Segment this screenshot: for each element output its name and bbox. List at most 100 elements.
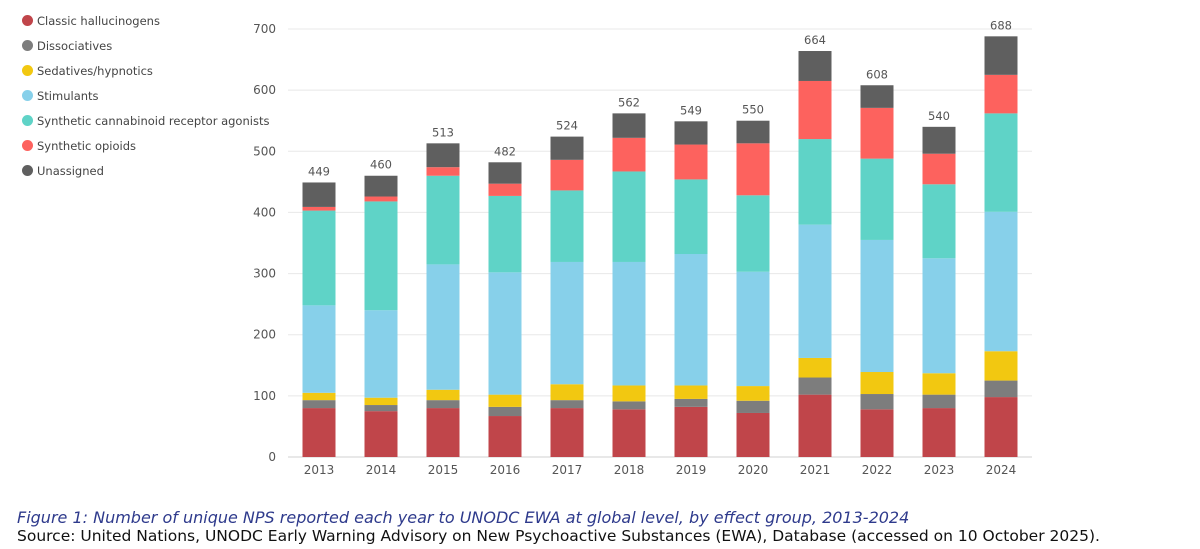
bar-segment-2024-dissociatives [984, 380, 1018, 398]
bar-segment-2019-unassigned [674, 121, 708, 145]
total-label-2013: 449 [308, 164, 330, 178]
bar-segment-2021-unassigned [798, 51, 832, 81]
legend-item: Stimulants [22, 83, 269, 108]
legend-item: Dissociatives [22, 33, 269, 58]
legend-label: Classic hallucinogens [37, 13, 160, 28]
bar-segment-2017-classic-hallucinogens [550, 408, 584, 457]
bar-segment-2021-synthetic-opioids [798, 80, 832, 140]
bar-segment-2020-synthetic-cannabinoid-receptor-agonists [736, 195, 770, 272]
bar-segment-2014-sedatives-hypnotics [364, 397, 398, 406]
bar-segment-2021-dissociatives [798, 377, 832, 395]
bar-segment-2022-stimulants [860, 239, 894, 373]
bar-segment-2023-dissociatives [922, 394, 956, 409]
bar-segment-2019-sedatives-hypnotics [674, 385, 708, 399]
bar-segment-2013-classic-hallucinogens [302, 408, 336, 457]
x-tick-label-2016: 2016 [490, 463, 521, 477]
bar-segment-2022-sedatives-hypnotics [860, 372, 894, 395]
bar-segment-2013-synthetic-cannabinoid-receptor-agonists [302, 210, 336, 306]
chart-legend: Classic hallucinogens Dissociatives Sedati… [22, 8, 269, 183]
bar-segment-2013-stimulants [302, 305, 336, 393]
bar-segment-2015-classic-hallucinogens [426, 408, 460, 457]
bar-segment-2016-sedatives-hypnotics [488, 394, 522, 407]
total-label-2015: 513 [432, 125, 454, 139]
bar-segment-2018-synthetic-opioids [612, 137, 646, 172]
x-tick-label-2018: 2018 [614, 463, 645, 477]
legend-swatch [22, 115, 33, 126]
bar-segment-2013-unassigned [302, 182, 336, 207]
bar-segment-2019-classic-hallucinogens [674, 406, 708, 457]
bar-segment-2014-synthetic-cannabinoid-receptor-agonists [364, 201, 398, 311]
legend-item: Classic hallucinogens [22, 8, 269, 33]
bar-segment-2023-stimulants [922, 258, 956, 374]
x-tick-label-2024: 2024 [986, 463, 1017, 477]
bar-segment-2015-stimulants [426, 264, 460, 390]
total-label-2023: 540 [928, 109, 950, 123]
bar-segment-2017-synthetic-opioids [550, 159, 584, 191]
source-note: Source: United Nations, UNODC Early Warn… [17, 527, 1100, 545]
total-label-2022: 608 [866, 67, 888, 81]
x-tick-label-2013: 2013 [304, 463, 335, 477]
bar-segment-2014-stimulants [364, 310, 398, 398]
bar-segment-2019-synthetic-opioids [674, 144, 708, 180]
bar-segment-2023-classic-hallucinogens [922, 408, 956, 457]
y-tick-label-500: 500 [253, 144, 276, 158]
bar-segment-2014-classic-hallucinogens [364, 411, 398, 457]
bar-segment-2018-stimulants [612, 261, 646, 386]
bar-segment-2022-classic-hallucinogens [860, 409, 894, 457]
bar-segment-2023-sedatives-hypnotics [922, 373, 956, 395]
bar-segment-2024-classic-hallucinogens [984, 397, 1018, 457]
bar-segment-2016-stimulants [488, 272, 522, 395]
bar-segment-2015-synthetic-cannabinoid-receptor-agonists [426, 175, 460, 265]
bar-segment-2018-classic-hallucinogens [612, 409, 646, 457]
x-tick-label-2023: 2023 [924, 463, 955, 477]
x-tick-label-2022: 2022 [862, 463, 893, 477]
y-tick-label-0: 0 [268, 450, 276, 464]
bar-segment-2013-dissociatives [302, 400, 336, 409]
bar-segment-2020-synthetic-opioids [736, 143, 770, 196]
legend-label: Synthetic cannabinoid receptor agonists [37, 113, 270, 128]
x-tick-label-2021: 2021 [800, 463, 831, 477]
bar-segment-2017-sedatives-hypnotics [550, 384, 584, 401]
legend-swatch [22, 165, 33, 176]
x-tick-label-2014: 2014 [366, 463, 397, 477]
bar-segment-2019-stimulants [674, 254, 708, 386]
total-label-2024: 688 [990, 18, 1012, 32]
bar-segment-2015-dissociatives [426, 400, 460, 409]
total-label-2021: 664 [804, 33, 826, 47]
legend-swatch [22, 40, 33, 51]
bar-segment-2015-sedatives-hypnotics [426, 389, 460, 401]
legend-label: Dissociatives [37, 38, 113, 53]
bar-segment-2017-unassigned [550, 136, 584, 160]
bar-segment-2020-sedatives-hypnotics [736, 386, 770, 401]
bar-segment-2016-dissociatives [488, 406, 522, 417]
total-label-2019: 549 [680, 103, 702, 117]
x-tick-label-2019: 2019 [676, 463, 707, 477]
bar-segment-2016-classic-hallucinogens [488, 416, 522, 457]
bar-segment-2013-sedatives-hypnotics [302, 392, 336, 401]
x-tick-label-2015: 2015 [428, 463, 459, 477]
bar-segment-2016-unassigned [488, 162, 522, 184]
bar-segment-2017-synthetic-cannabinoid-receptor-agonists [550, 190, 584, 262]
bar-segment-2020-unassigned [736, 120, 770, 144]
bar-segment-2015-unassigned [426, 143, 460, 168]
bar-segment-2018-unassigned [612, 113, 646, 138]
bar-segment-2020-dissociatives [736, 400, 770, 413]
y-tick-label-300: 300 [253, 267, 276, 281]
bar-segment-2017-dissociatives [550, 400, 584, 409]
legend-item: Synthetic opioids [22, 133, 269, 158]
bar-segment-2021-stimulants [798, 224, 832, 358]
bar-segment-2022-synthetic-opioids [860, 107, 894, 159]
stacked-bar-chart: 0 100 200 300 400 500 600 700 449 2013 460 2014 513 2… [253, 18, 1032, 477]
bar-segment-2013-synthetic-opioids [302, 206, 336, 211]
legend-swatch [22, 90, 33, 101]
bar-segment-2018-dissociatives [612, 401, 646, 410]
bar-segment-2016-synthetic-opioids [488, 183, 522, 196]
bar-segment-2020-classic-hallucinogens [736, 412, 770, 457]
bar-segment-2020-stimulants [736, 271, 770, 387]
legend-swatch [22, 140, 33, 151]
bar-segment-2024-synthetic-opioids [984, 74, 1018, 114]
total-label-2020: 550 [742, 103, 764, 117]
x-tick-label-2020: 2020 [738, 463, 769, 477]
bar-segment-2018-synthetic-cannabinoid-receptor-agonists [612, 171, 646, 262]
legend-swatch [22, 15, 33, 26]
